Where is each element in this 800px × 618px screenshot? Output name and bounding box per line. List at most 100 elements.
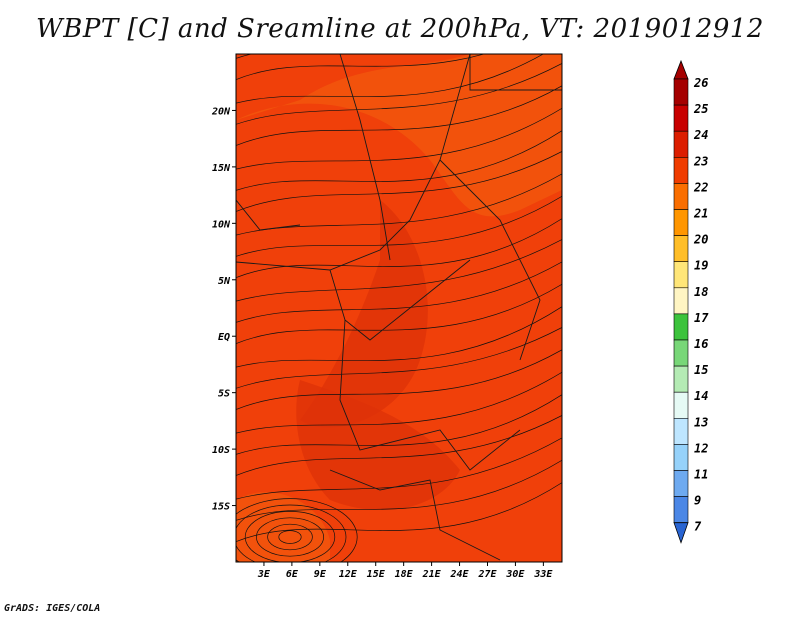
- colorbar-swatch: [673, 365, 689, 393]
- colorbar-top-arrow: [673, 59, 689, 80]
- y-axis-ticks: 20N 15N 10N 5N EQ 5S 10S 15S: [211, 106, 236, 513]
- colorbar-swatch: [673, 339, 689, 367]
- country-boundary: [236, 54, 471, 271]
- streamline: [236, 238, 562, 302]
- streamline: [236, 349, 562, 411]
- colorbar-label: 13: [694, 415, 708, 429]
- colorbar-swatch: [673, 417, 689, 445]
- colorbar-label: 19: [694, 259, 708, 273]
- streamline-vortex: [256, 517, 324, 557]
- colorbar-swatch: [673, 183, 689, 210]
- streamline: [236, 85, 562, 147]
- streamline: [236, 283, 562, 345]
- y-tick-label: 20N: [211, 106, 231, 117]
- streamline: [236, 306, 562, 368]
- colorbar-swatch: [673, 130, 689, 158]
- y-tick-label: EQ: [218, 332, 230, 343]
- colorbar-label: 17: [694, 311, 709, 325]
- y-tick-label: 15N: [212, 163, 231, 174]
- colorbar-swatch: [673, 209, 689, 236]
- colorbar-swatch: [673, 470, 689, 497]
- streamline: [236, 261, 562, 323]
- streamline: [236, 150, 562, 213]
- x-tick-label: 30E: [505, 569, 525, 580]
- colorbar-swatch: [673, 78, 689, 106]
- colorbar-swatch: [673, 391, 689, 419]
- shading-band: [296, 380, 460, 510]
- colorbar-label: 24: [693, 128, 708, 142]
- streamline: [236, 54, 485, 81]
- colorbar-label: 16: [694, 337, 708, 351]
- streamlines: [236, 54, 562, 562]
- grads-credit: GrADS: IGES/COLA: [4, 603, 101, 614]
- colorbar-swatch: [673, 104, 689, 132]
- country-boundary: [339, 319, 521, 471]
- colorbar-label: 20: [693, 233, 708, 247]
- streamline: [236, 326, 562, 389]
- x-tick-label: 9E: [314, 569, 327, 580]
- colorbar-label: 18: [694, 285, 708, 299]
- colorbar-swatch: [673, 313, 689, 341]
- country-boundary: [329, 469, 501, 561]
- colorbar-label: 26: [693, 76, 708, 90]
- y-tick-label: 10N: [212, 219, 231, 230]
- y-tick-label: 5S: [218, 389, 230, 400]
- streamline-vortex: [236, 504, 347, 562]
- y-tick-label: 10S: [212, 445, 230, 456]
- country-boundary: [329, 259, 471, 341]
- colorbar-swatch: [673, 444, 689, 471]
- colorbar-label: 22: [693, 180, 708, 194]
- wbpt-shading: [236, 54, 562, 562]
- streamline-vortex: [267, 523, 313, 551]
- x-tick-label: 12E: [339, 569, 358, 580]
- colorbar-label: 21: [693, 207, 708, 221]
- x-tick-label: 18E: [395, 569, 414, 580]
- shading-band: [300, 200, 428, 428]
- chart-title: WBPT [C] and Sreamline at 200hPa, VT: 20…: [36, 14, 764, 44]
- country-boundary: [439, 159, 541, 361]
- colorbar-label: 7: [694, 520, 702, 534]
- x-axis-ticks: 3E 6E 9E 12E 15E 18E 21E 24E 27E 30E 33E: [257, 562, 553, 580]
- colorbar-label: 12: [694, 441, 708, 455]
- colorbar-swatch: [673, 287, 689, 315]
- colorbar-bottom-arrow: [673, 522, 689, 544]
- streamline: [236, 62, 562, 125]
- x-tick-label: 6E: [286, 569, 299, 580]
- x-tick-label: 15E: [367, 569, 386, 580]
- colorbar-label: 25: [693, 102, 708, 116]
- colorbar-swatch: [673, 496, 689, 524]
- colorbar-swatch: [673, 157, 689, 184]
- streamline-vortex: [278, 530, 302, 544]
- colorbar-label: 14: [694, 389, 708, 403]
- streamline: [236, 218, 562, 279]
- streamline: [236, 371, 562, 434]
- shading-band: [236, 54, 562, 217]
- colorbar-label: 23: [693, 154, 708, 168]
- x-tick-label: 33E: [533, 569, 553, 580]
- y-tick-label: 5N: [218, 276, 231, 287]
- streamline: [236, 54, 544, 104]
- streamline: [236, 437, 562, 500]
- colorbar-label: 15: [694, 363, 708, 377]
- x-tick-label: 24E: [450, 569, 470, 580]
- country-boundary: [339, 54, 391, 261]
- colorbar-swatch: [673, 261, 689, 289]
- country-boundary: [469, 54, 562, 91]
- streamline: [236, 130, 562, 191]
- x-tick-label: 3E: [257, 569, 271, 580]
- y-tick-label: 15S: [212, 502, 230, 513]
- x-tick-label: 21E: [422, 569, 442, 580]
- map-frame: [235, 53, 563, 563]
- streamline: [236, 482, 562, 543]
- colorbar-swatch: [673, 235, 689, 263]
- streamline-vortex: [236, 498, 358, 562]
- streamline: [236, 107, 562, 170]
- country-boundaries: [236, 54, 562, 561]
- streamline: [236, 459, 562, 521]
- streamline-vortex: [244, 511, 336, 562]
- country-boundary: [236, 199, 301, 231]
- streamline: [236, 414, 562, 477]
- colorbar-label: 11: [694, 468, 708, 482]
